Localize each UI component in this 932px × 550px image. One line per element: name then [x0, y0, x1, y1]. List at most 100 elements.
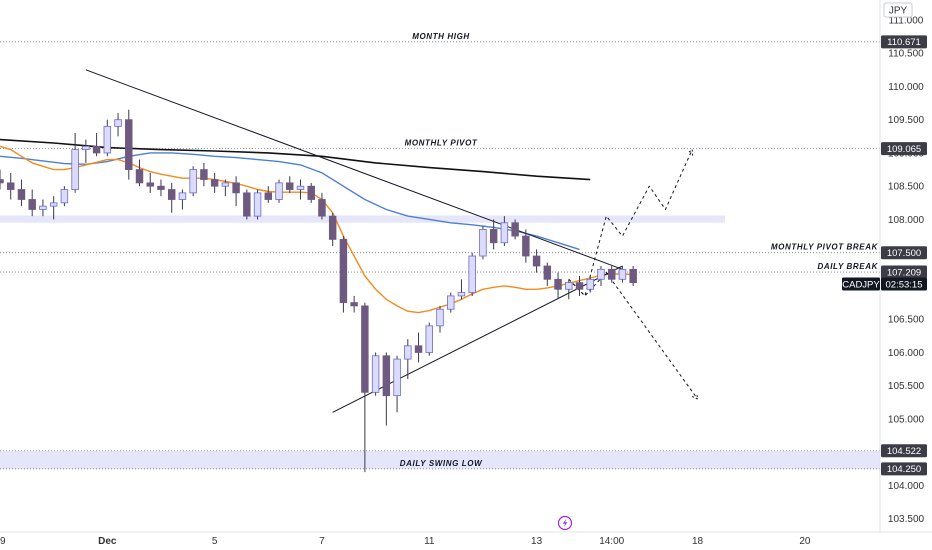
candle-bear	[243, 192, 251, 217]
ema-orange-line	[0, 145, 634, 314]
price-tick: 108.500	[888, 182, 925, 193]
candle-bull	[221, 182, 230, 187]
level-price-tag-text: 109.065	[887, 144, 921, 155]
candle-bull	[178, 192, 187, 200]
price-tick: 108.000	[888, 215, 925, 226]
candle-bull	[371, 355, 380, 393]
moving-averages-layer	[0, 138, 634, 314]
candle-bear	[167, 189, 176, 200]
projection-arrowhead	[691, 392, 699, 400]
countdown-tag	[881, 277, 927, 291]
candle-bear	[125, 119, 133, 170]
level-price-tag	[881, 35, 927, 49]
candle-bear	[489, 229, 498, 244]
candle-bear	[135, 169, 144, 184]
projection-up-path	[568, 149, 693, 297]
time-tick: 9	[0, 536, 6, 547]
level-price-tag	[881, 265, 927, 279]
candle-bull	[618, 268, 627, 280]
candle-bear	[414, 345, 423, 353]
candle-bear	[307, 185, 315, 200]
candle-bull	[39, 205, 47, 210]
price-tick: 106.000	[888, 348, 925, 359]
price-tick: 104.000	[888, 481, 925, 492]
level-price-tag	[881, 246, 927, 260]
price-tick: 105.000	[888, 414, 925, 425]
candle-bear	[328, 215, 337, 240]
candle-bear	[511, 222, 519, 237]
candle-bull	[253, 192, 262, 217]
candle-bull	[457, 292, 466, 297]
level-price-tag	[881, 142, 927, 156]
candle-bull	[296, 185, 305, 190]
candle-bear	[318, 199, 326, 217]
price-tick: 105.500	[888, 381, 925, 392]
candle-bull	[447, 295, 455, 310]
candle-bull	[436, 308, 444, 327]
candle-bull	[114, 119, 122, 127]
currency-label[interactable]: JPY	[883, 2, 913, 18]
candle-bear	[157, 185, 165, 190]
time-axis[interactable]: 9 Dec 5 7 11 13 14:00 18 20	[0, 531, 932, 547]
candle-bear	[350, 302, 358, 307]
level-price-tag-text: 107.500	[887, 248, 921, 259]
candle-bull	[103, 125, 112, 154]
level-price-tag-text: 104.522	[887, 446, 921, 457]
level-label: MONTH HIGH	[412, 32, 470, 41]
candle-bear	[522, 235, 530, 257]
candles-layer	[0, 109, 637, 473]
currency-text: JPY	[889, 6, 908, 17]
candle-bull	[479, 229, 487, 257]
candle-bear	[532, 255, 541, 267]
price-tick: 109.500	[888, 115, 925, 126]
trendlines-layer	[85, 69, 623, 413]
candle-bull	[71, 149, 79, 190]
level-label: DAILY BREAK	[817, 262, 878, 271]
levels-layer: MONTH HIGH MONTHLY PIVOT MONTHLY PIVOT BRE…	[0, 32, 880, 470]
price-tags: 110.671 109.065 107.500 107.209 104.522 104.2…	[842, 35, 927, 476]
candle-bull	[500, 222, 509, 244]
level-price-tag-text: 110.671	[887, 37, 921, 48]
time-tick: 18	[692, 536, 704, 547]
symbol-text: CADJPY	[842, 279, 880, 290]
price-tick: 110.500	[888, 49, 924, 60]
candle-bear	[575, 282, 584, 290]
candle-bear	[382, 355, 391, 397]
candle-bear	[200, 169, 208, 180]
projection-down-path	[568, 272, 699, 400]
candle-bear	[286, 182, 294, 190]
level-price-tag-text: 104.250	[887, 464, 921, 475]
trendline-up	[332, 265, 623, 413]
time-tick: 5	[212, 536, 218, 547]
time-tick: 11	[424, 536, 435, 547]
time-tick: 7	[319, 536, 325, 547]
zones-layer	[0, 215, 880, 469]
candle-bull	[586, 278, 594, 290]
lightning-icon[interactable]	[557, 515, 573, 531]
projections-layer	[568, 148, 699, 400]
candle-bear	[543, 265, 552, 280]
zone-band	[0, 215, 725, 223]
candle-bear	[554, 278, 562, 290]
candle-bull	[49, 202, 58, 207]
candle-bull	[425, 325, 433, 353]
candle-bull	[82, 145, 90, 151]
countdown-text: 02:53:15	[886, 279, 923, 290]
candle-bull	[597, 268, 605, 280]
candle-bear	[92, 145, 101, 154]
price-tick: 106.500	[888, 315, 925, 326]
candle-bear	[146, 182, 154, 187]
price-tick: 111.000	[889, 15, 924, 26]
candle-bull	[60, 189, 69, 204]
level-label: MONTHLY PIVOT	[405, 139, 478, 148]
trendline-down	[85, 69, 623, 270]
time-tick: 14:00	[599, 536, 624, 547]
candle-bear	[0, 179, 4, 184]
candle-bull	[189, 169, 197, 194]
candle-bear	[339, 238, 348, 303]
candle-bull	[565, 282, 573, 290]
zone-band	[0, 450, 880, 469]
candle-bear	[264, 192, 273, 200]
candle-bear	[232, 182, 240, 194]
